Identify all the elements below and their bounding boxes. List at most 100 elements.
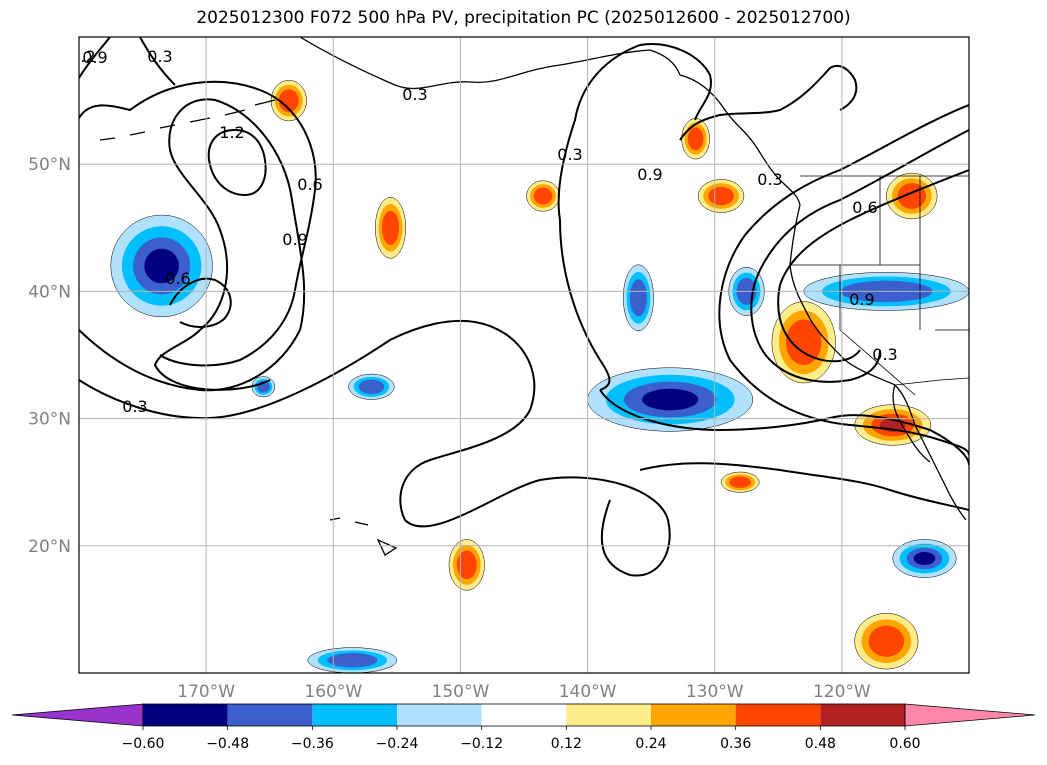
precip-blob [270,79,307,122]
contour-label: .2 [80,47,95,66]
contour-label: 0.6 [852,198,877,217]
colorbar-tick-label: 0.48 [805,736,836,752]
colorbar-segment [820,704,905,726]
lat-tick-label: 30°N [28,410,71,430]
us-state-borders [790,176,969,396]
hawaii-islands [329,517,398,556]
precip-level [642,388,699,411]
precip-level [456,550,477,580]
precip-blob [587,367,754,432]
precip-level [629,279,647,317]
precip-blob [448,539,485,591]
graticule [79,37,969,673]
map-plot-area: 0.3 0.6 0.9 1.2 0.3 0.6 0.9 0.3 0.3 0.6 0.9 0.3 0.3 0… [79,37,969,673]
colorbar-tick-label: 0.12 [551,736,582,752]
aleutian-islands [99,99,276,141]
pv-contour-0.3-central [557,43,712,221]
colorbar-tick-label: −0.48 [206,736,249,752]
contour-label: 0.9 [849,290,874,309]
colorbar-extend-low [11,703,144,727]
contour-label: 0.6 [297,175,322,194]
colorbar-segment [651,704,736,726]
contour-label: 0.3 [402,85,427,104]
lon-tick-label: 150°W [432,682,490,702]
pv-contour-labels: 0.3 0.6 0.9 1.2 0.3 0.6 0.9 0.3 0.3 0.6 0.9 0.3 0.3 0… [80,47,897,416]
precip-blob [720,471,760,493]
colorbar-segment [735,704,821,726]
lon-tick-label: 130°W [686,682,744,702]
contour-label: 0.3 [557,145,582,164]
colorbar-segment [397,704,482,726]
precip-level [327,653,378,668]
contour-label: 0.9 [637,165,662,184]
colorbar-tick-label: −0.60 [122,736,165,752]
lon-tick-label: 120°W [813,682,871,702]
longitude-tick-labels: 170°W 160°W 150°W 140°W 130°W 120°W [177,682,871,702]
precip-level [533,187,553,205]
contour-label: 0.9 [82,48,107,67]
lat-tick-label: 20°N [28,537,71,557]
lon-tick-label: 170°W [177,682,235,702]
us-west-coastline [789,204,967,521]
precip-blob [697,179,745,213]
precip-blob [622,264,654,332]
alaska-coastline [299,37,681,90]
precip-level [913,552,936,566]
precip-blob [771,301,836,384]
colorbar-tick-label: 0.60 [889,736,920,752]
precip-level [144,248,179,284]
map-frame [78,36,970,674]
lat-tick-label: 40°N [28,282,71,302]
colorbar-tick-labels: −0.60 −0.48 −0.36 −0.24 −0.12 0.12 0.24 0.36 0.4… [122,726,921,752]
pv-contour-0.9-west [79,80,317,367]
map-background [79,37,969,673]
precip-blob [526,180,560,212]
precip-level [358,379,385,394]
colorbar-extend-high [904,703,1036,727]
lat-tick-label: 50°N [28,155,71,175]
pv-contour-0.3-west [79,319,671,577]
precipitation-layer [110,79,969,673]
pv-contour-0.3-east [718,104,969,456]
precip-blob [110,214,213,318]
pv-contour-top-left-2 [139,37,176,86]
colorbar-segment [481,704,567,726]
contour-label: 1.2 [219,123,244,142]
colorbar-segment [312,704,397,726]
colorbar-tick-label: 0.36 [720,736,751,752]
colorbar-tick-label: −0.36 [291,736,334,752]
precip-blob [854,404,932,446]
colorbar [11,703,1036,727]
colorbar-tick-label: −0.24 [376,736,419,752]
precip-blob [854,612,919,670]
colorbar-segment [143,704,228,726]
precip-level [729,476,751,488]
pv-contour-0.9-east [777,169,969,363]
colorbar-segment [227,704,313,726]
precip-blob [374,197,407,259]
pv-contours [79,37,969,577]
pv-contour-0.3-south [599,389,969,511]
pv-contour-0.9-ne [679,64,858,141]
precip-blob [348,373,395,400]
precip-blob [886,172,938,220]
contour-label: 0.3 [147,47,172,66]
latitude-tick-labels: 20°N 30°N 40°N 50°N [28,155,71,557]
contour-label: 0.3 [872,345,897,364]
baja-california-coastline [892,384,931,463]
precip-blob [892,539,957,578]
contour-label: 0.9 [282,230,307,249]
precip-level [381,210,400,245]
colorbar-outline [142,703,906,727]
lon-tick-label: 160°W [304,682,362,702]
precip-level [708,186,734,206]
contour-label: 0.6 [165,269,190,288]
us-mexico-border [894,377,969,386]
precip-blob [251,376,276,398]
contour-label: 0.3 [757,170,782,189]
chart-title: 2025012300 F072 500 hPa PV, precipitatio… [196,8,851,28]
pv-contour-top-left [79,37,111,79]
precip-level [687,127,704,151]
colorbar-segment [566,704,651,726]
